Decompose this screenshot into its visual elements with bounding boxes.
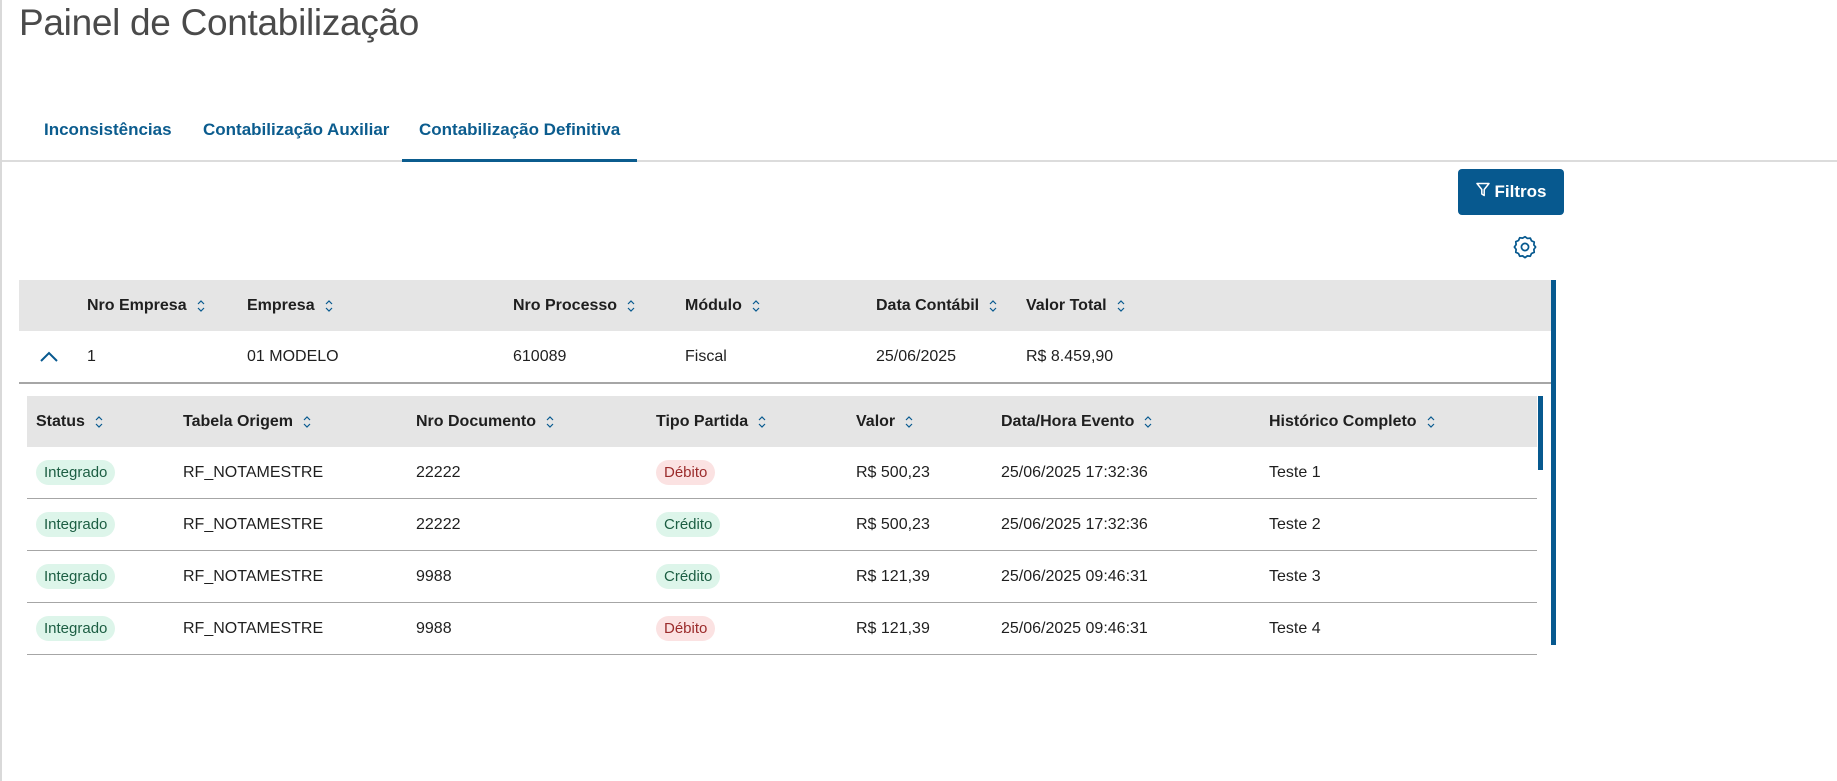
tab-inconsistencias[interactable]: Inconsistências [44, 120, 172, 139]
column-header-valor[interactable]: Valor [856, 396, 913, 447]
column-header-data-hora-evento[interactable]: Data/Hora Evento [1001, 396, 1152, 447]
table-row[interactable]: Integrado RF_NOTAMESTRE 9988 Débito R$ 121,3… [27, 603, 1537, 655]
sort-icon[interactable] [1144, 415, 1152, 429]
scrollbar[interactable] [1551, 280, 1556, 645]
gear-icon[interactable] [1512, 234, 1538, 260]
sort-icon[interactable] [989, 299, 997, 313]
table-header: Nro Empresa Empresa Nro Processo Módulo Data… [19, 280, 1551, 331]
cell-documento: 9988 [416, 619, 452, 637]
filters-label: Filtros [1494, 182, 1547, 201]
chevron-up-icon [40, 351, 58, 362]
cell-valor: R$ 121,39 [856, 567, 930, 585]
sort-icon[interactable] [95, 415, 103, 429]
status-badge: Integrado [36, 460, 116, 485]
cell-data: 25/06/2025 17:32:36 [1001, 515, 1148, 533]
cell-data: 25/06/2025 09:46:31 [1001, 619, 1148, 637]
cell-tabela: RF_NOTAMESTRE [183, 515, 324, 533]
cell-historico: Teste 1 [1269, 463, 1321, 481]
tab-bar: Inconsistências Contabilização Auxiliar … [2, 100, 1837, 162]
cell-documento: 22222 [416, 463, 461, 481]
column-header-valor-total[interactable]: Valor Total [1026, 280, 1125, 331]
column-header-modulo[interactable]: Módulo [685, 280, 760, 331]
cell-nro-processo: 610089 [513, 347, 567, 365]
sort-icon[interactable] [758, 415, 766, 429]
status-badge: Integrado [36, 564, 116, 589]
sort-icon[interactable] [197, 299, 205, 313]
page-title: Painel de Contabilização [19, 2, 420, 43]
cell-tabela: RF_NOTAMESTRE [183, 619, 324, 637]
cell-historico: Teste 3 [1269, 567, 1321, 585]
cell-data: 25/06/2025 17:32:36 [1001, 463, 1148, 481]
column-header-nro-processo[interactable]: Nro Processo [513, 280, 635, 331]
cell-valor: R$ 500,23 [856, 515, 930, 533]
status-badge: Integrado [36, 512, 116, 537]
status-badge: Integrado [36, 616, 116, 641]
entry-type-badge: Débito [656, 460, 716, 485]
cell-tabela: RF_NOTAMESTRE [183, 463, 324, 481]
column-header-nro-documento[interactable]: Nro Documento [416, 396, 554, 447]
cell-nro-empresa: 1 [87, 347, 96, 365]
sort-icon[interactable] [325, 299, 333, 313]
column-header-tabela-origem[interactable]: Tabela Origem [183, 396, 311, 447]
sort-icon[interactable] [546, 415, 554, 429]
sort-icon[interactable] [303, 415, 311, 429]
entry-type-badge: Débito [656, 616, 716, 641]
sort-icon[interactable] [1117, 299, 1125, 313]
cell-tabela: RF_NOTAMESTRE [183, 567, 324, 585]
sort-icon[interactable] [752, 299, 760, 313]
cell-documento: 9988 [416, 567, 452, 585]
collapse-row-button[interactable] [40, 331, 58, 382]
left-border [0, 0, 2, 781]
entries-table: Status Tabela Origem Nro Documento Tipo Par… [27, 396, 1537, 655]
cell-historico: Teste 2 [1269, 515, 1321, 533]
sort-icon[interactable] [627, 299, 635, 313]
cell-data-contabil: 25/06/2025 [876, 347, 957, 365]
entry-type-badge: Crédito [656, 564, 721, 589]
column-header-historico-completo[interactable]: Histórico Completo [1269, 396, 1435, 447]
cell-valor-total: R$ 8.459,90 [1026, 347, 1114, 365]
cell-empresa: 01 MODELO [247, 347, 339, 365]
sort-icon[interactable] [1427, 415, 1435, 429]
column-header-empresa[interactable]: Empresa [247, 280, 333, 331]
cell-modulo: Fiscal [685, 347, 727, 365]
cell-historico: Teste 4 [1269, 619, 1321, 637]
funnel-icon [1475, 182, 1490, 202]
accounting-table: Nro Empresa Empresa Nro Processo Módulo Data… [19, 280, 1551, 384]
table-row[interactable]: Integrado RF_NOTAMESTRE 22222 Crédito R$ 500… [27, 499, 1537, 551]
column-header-nro-empresa[interactable]: Nro Empresa [87, 280, 205, 331]
scrollbar[interactable] [1538, 396, 1543, 470]
entry-type-badge: Crédito [656, 512, 721, 537]
column-header-status[interactable]: Status [36, 396, 103, 447]
tab-contabilizacao-definitiva[interactable]: Contabilização Definitiva [402, 120, 638, 162]
cell-documento: 22222 [416, 515, 461, 533]
column-header-tipo-partida[interactable]: Tipo Partida [656, 396, 766, 447]
filters-button[interactable]: Filtros [1458, 169, 1564, 215]
table-row[interactable]: 1 01 MODELO 610089 Fiscal 25/06/2025 R$ 8.459… [19, 331, 1551, 384]
cell-valor: R$ 500,23 [856, 463, 930, 481]
cell-data: 25/06/2025 09:46:31 [1001, 567, 1148, 585]
table-row[interactable]: Integrado RF_NOTAMESTRE 9988 Crédito R$ 121,… [27, 551, 1537, 603]
tab-contabilizacao-auxiliar[interactable]: Contabilização Auxiliar [203, 120, 390, 139]
table-header: Status Tabela Origem Nro Documento Tipo Par… [27, 396, 1537, 447]
cell-valor: R$ 121,39 [856, 619, 930, 637]
table-row[interactable]: Integrado RF_NOTAMESTRE 22222 Débito R$ 500,… [27, 447, 1537, 499]
column-header-data-contabil[interactable]: Data Contábil [876, 280, 997, 331]
sort-icon[interactable] [905, 415, 913, 429]
